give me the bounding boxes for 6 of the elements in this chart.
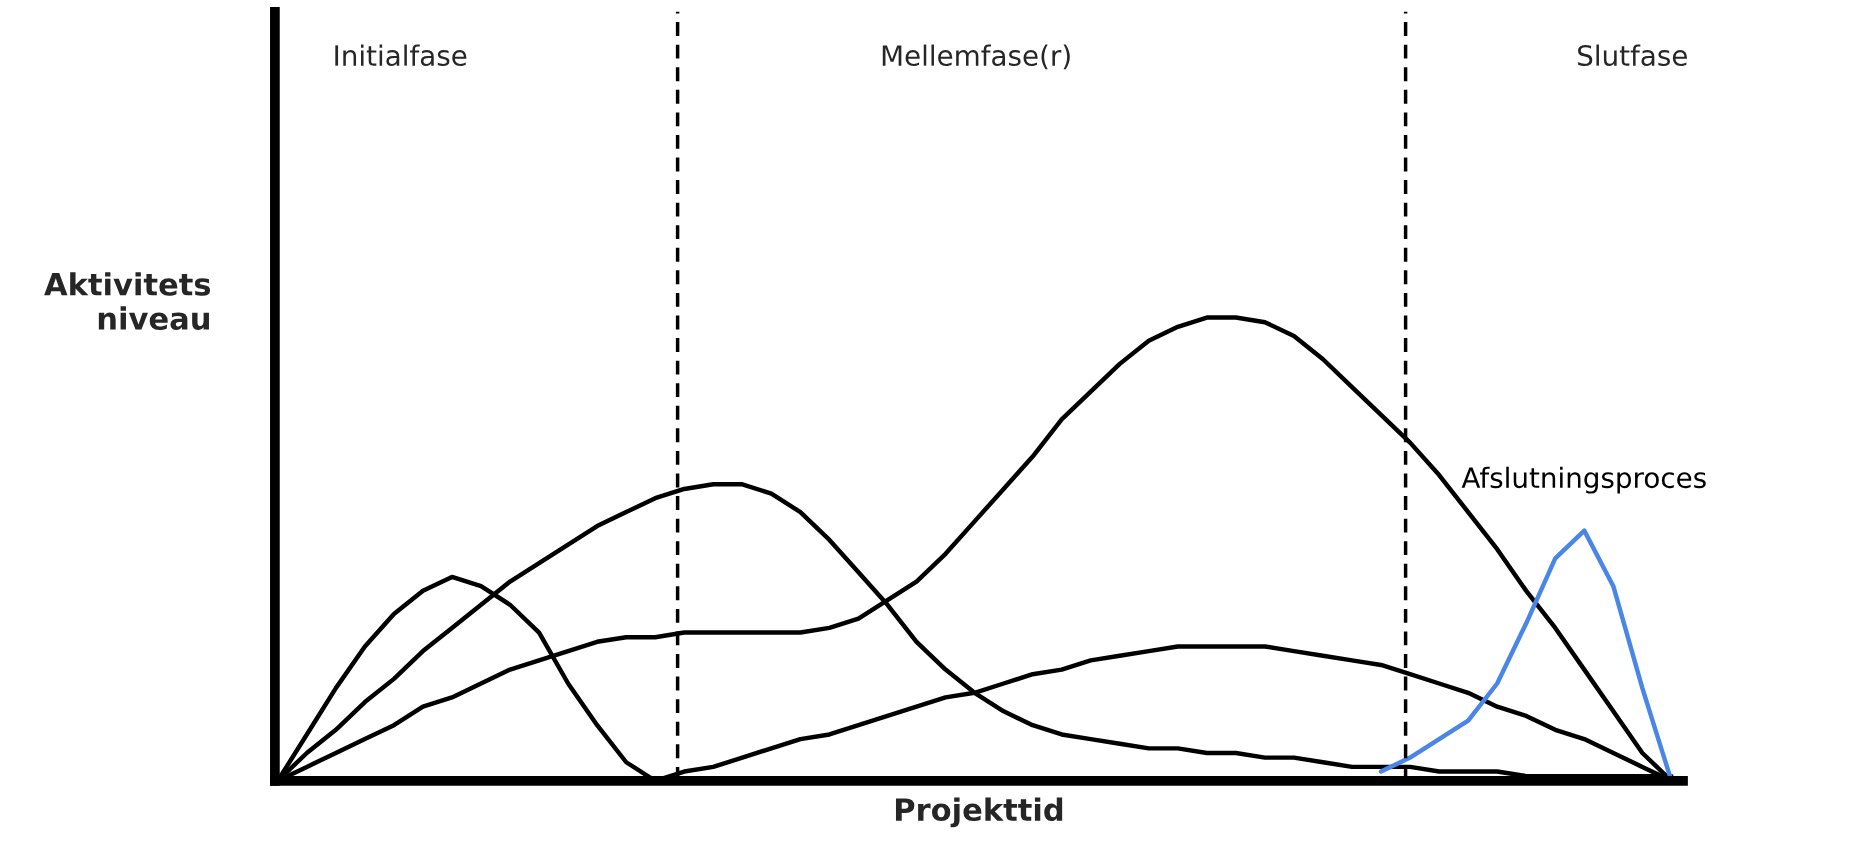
y-axis-title: Aktivitets niveau — [44, 272, 211, 330]
text: Initialfase — [335, 44, 467, 67]
text: Slutfase — [1578, 44, 1687, 67]
series-label: Afslutningsproces — [1461, 466, 1706, 494]
text: Mellemfase(r) — [882, 44, 1070, 70]
x-axis-title: Projekttid — [895, 797, 1063, 828]
